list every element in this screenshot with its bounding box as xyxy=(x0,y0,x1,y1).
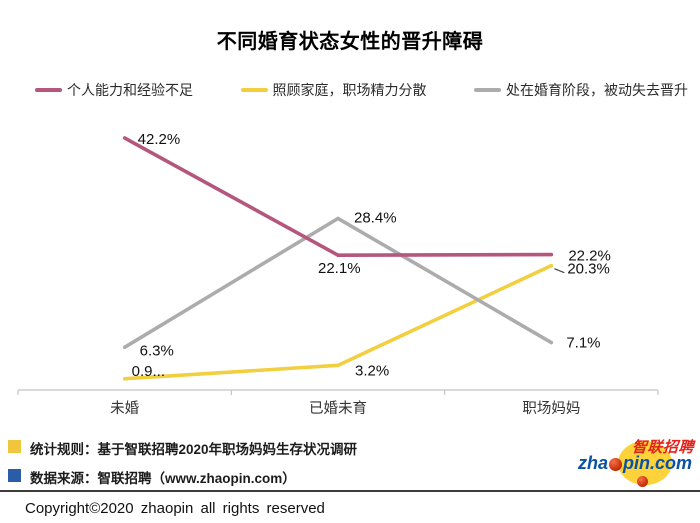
series-line-0 xyxy=(122,136,554,257)
chart-title: 不同婚育状态女性的晋升障碍 xyxy=(216,31,484,53)
legend-line-swatch-yellow xyxy=(240,88,268,92)
data-label: 0.9... xyxy=(132,363,165,380)
note-data-source: 数据来源：智联招聘（www.zhaopin.com） xyxy=(8,467,357,487)
note-text: 数据来源：智联招聘（www.zhaopin.com） xyxy=(30,471,296,486)
footer-divider xyxy=(0,490,700,492)
legend-line-swatch-pink xyxy=(35,88,62,92)
series-line-1 xyxy=(122,263,554,381)
legend-item-ability: 个人能力和经验不足 xyxy=(35,80,193,100)
line-chart: 未婚 已婚未育 职场妈妈 42.2% 22.1% 22.2% 0.9... 3.2% 20.3%… xyxy=(17,131,659,417)
logo-red-dot-icon xyxy=(609,457,623,471)
copyright-text: Copyright©2020 zhaopin all rights reserv… xyxy=(25,500,325,517)
logo-domain-text: zha pin.com xyxy=(578,452,692,474)
legend-label: 照顾家庭，职场精力分散 xyxy=(272,82,427,98)
footer-notes: 统计规则：基于智联招聘2020年职场妈妈生存状况调研 数据来源：智联招聘（www… xyxy=(8,438,357,496)
note-marker-blue xyxy=(8,469,21,482)
data-label: 22.1% xyxy=(318,260,361,277)
legend-line-swatch-gray xyxy=(474,88,501,92)
legend-item-stage: 处在婚育阶段，被动失去晋升 xyxy=(474,80,688,100)
x-axis-label: 已婚未育 xyxy=(309,400,367,417)
data-label: 28.4% xyxy=(354,209,397,226)
series-line-2 xyxy=(122,216,554,350)
legend-label: 个人能力和经验不足 xyxy=(67,82,193,98)
logo-domain-prefix: zha xyxy=(578,453,609,473)
logo-bottom-dot-icon xyxy=(637,476,648,487)
x-axis-label: 职场妈妈 xyxy=(522,400,580,417)
data-label: 6.3% xyxy=(140,342,174,359)
note-stat-rule: 统计规则：基于智联招聘2020年职场妈妈生存状况调研 xyxy=(8,438,357,458)
note-text: 统计规则：基于智联招聘2020年职场妈妈生存状况调研 xyxy=(30,442,358,457)
zhaopin-logo: 智联招聘 zha pin.com xyxy=(575,435,700,491)
data-label: 20.3% xyxy=(567,261,610,278)
legend-label: 处在婚育阶段，被动失去晋升 xyxy=(506,82,688,98)
legend-item-family: 照顾家庭，职场精力分散 xyxy=(240,80,427,100)
logo-domain-suffix: pin.com xyxy=(623,453,693,473)
legend: 个人能力和经验不足 照顾家庭，职场精力分散 处在婚育阶段，被动失去晋升 xyxy=(35,80,688,100)
note-marker-yellow xyxy=(8,440,21,453)
data-label: 3.2% xyxy=(355,362,389,379)
data-label: 42.2% xyxy=(138,131,181,148)
data-label: 22.2% xyxy=(568,248,611,265)
data-label: 7.1% xyxy=(566,335,600,352)
label-connector xyxy=(554,268,565,274)
x-axis-label: 未婚 xyxy=(110,400,139,417)
